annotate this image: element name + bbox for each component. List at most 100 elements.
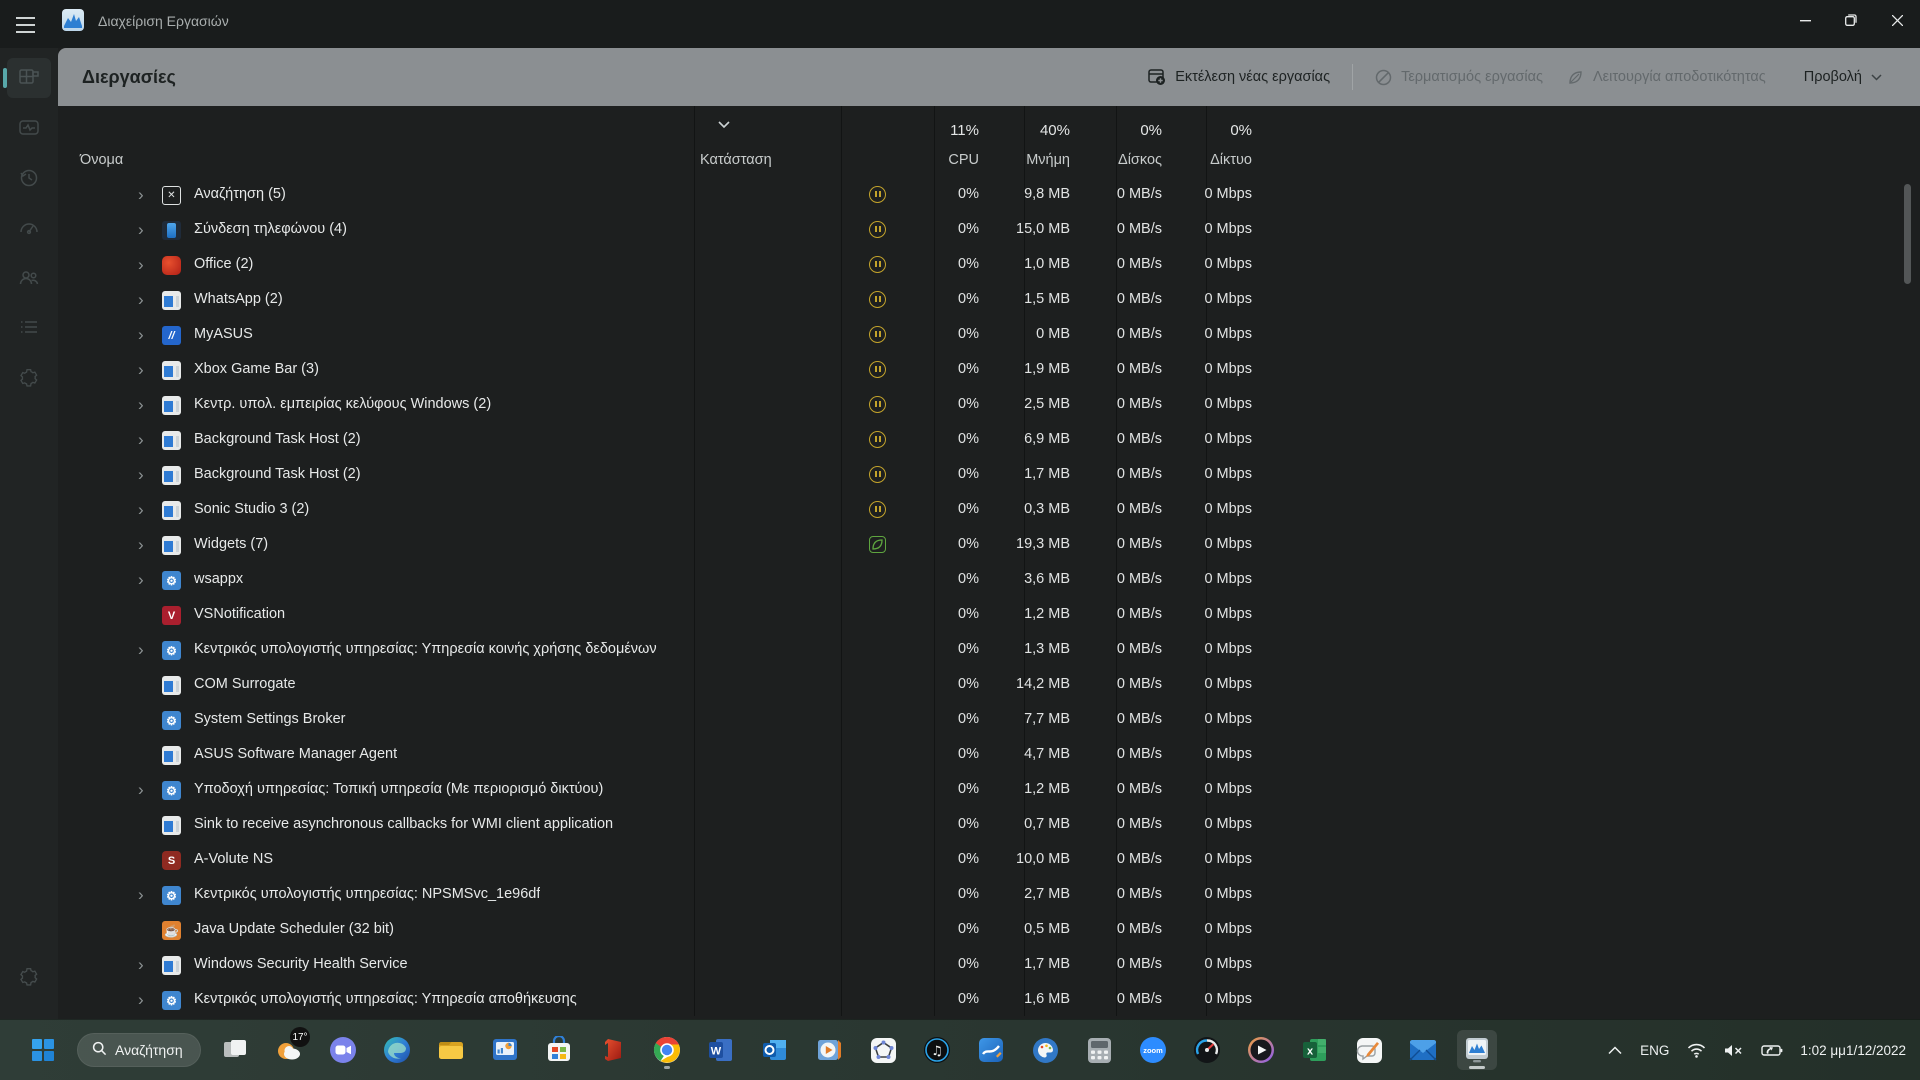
taskbar-icon-movies-tv[interactable] — [1241, 1030, 1281, 1070]
table-row[interactable]: › ⚙ Κεντρικός υπολογιστής υπηρεσίας: Υπη… — [58, 633, 1252, 668]
taskbar-icon-file-explorer[interactable] — [431, 1030, 471, 1070]
taskbar-icon-gauge-app[interactable] — [1187, 1030, 1227, 1070]
minimize-button[interactable] — [1782, 0, 1828, 40]
column-cpu[interactable]: CPU — [948, 152, 979, 168]
taskbar-icon-word[interactable]: W — [701, 1030, 741, 1070]
table-row[interactable]: › V VSNotification 0% 1,2 MB 0 MB/s 0 Mb… — [58, 598, 1252, 633]
sidebar-item-app-history[interactable] — [7, 158, 51, 198]
table-row[interactable]: › Background Task Host (2) 0% 6,9 MB 0 M… — [58, 423, 1252, 458]
volume-muted-icon[interactable] — [1717, 1032, 1750, 1068]
expand-chevron-icon[interactable]: › — [138, 395, 144, 414]
restore-button[interactable] — [1828, 0, 1874, 40]
taskbar-icon-chat[interactable] — [323, 1030, 363, 1070]
run-new-task-button[interactable]: Εκτέλεση νέας εργασίας — [1136, 60, 1342, 94]
memory-cell: 1,5 MB — [1024, 291, 1070, 307]
expand-chevron-icon[interactable]: › — [138, 500, 144, 519]
sidebar-item-services[interactable] — [7, 358, 51, 398]
column-network[interactable]: Δίκτυο — [1210, 152, 1252, 168]
column-name[interactable]: Όνομα — [80, 152, 124, 168]
wifi-icon[interactable] — [1680, 1032, 1713, 1068]
taskbar-icon-office[interactable] — [593, 1030, 633, 1070]
vertical-scrollbar[interactable] — [1903, 106, 1912, 1016]
sort-chevron-icon[interactable] — [694, 116, 754, 134]
sidebar-item-performance[interactable] — [7, 108, 51, 148]
column-memory[interactable]: Μνήμη — [1026, 152, 1070, 168]
sidebar-item-users[interactable] — [7, 258, 51, 298]
sidebar-item-processes[interactable] — [3, 58, 51, 98]
search-input[interactable]: Αναζήτηση — [77, 1033, 201, 1067]
column-status[interactable]: Κατάσταση — [700, 152, 772, 168]
expand-chevron-icon[interactable]: › — [138, 325, 144, 344]
taskbar-icon-media-player[interactable] — [809, 1030, 849, 1070]
expand-chevron-icon[interactable]: › — [138, 780, 144, 799]
table-row[interactable]: › ⚙ wsappx 0% 3,6 MB 0 MB/s 0 Mbps — [58, 563, 1252, 598]
start-button[interactable] — [23, 1030, 63, 1070]
expand-chevron-icon[interactable]: › — [138, 255, 144, 274]
expand-chevron-icon[interactable]: › — [138, 535, 144, 554]
taskbar-icon-whiteboard[interactable] — [971, 1030, 1011, 1070]
expand-chevron-icon[interactable]: › — [138, 465, 144, 484]
expand-chevron-icon[interactable]: › — [138, 185, 144, 204]
expand-chevron-icon[interactable]: › — [138, 290, 144, 309]
expand-chevron-icon[interactable]: › — [138, 360, 144, 379]
taskbar-icon-store[interactable] — [539, 1030, 579, 1070]
menu-button[interactable] — [16, 12, 56, 38]
table-row[interactable]: › ⚙ Κεντρικός υπολογιστής υπηρεσίας: Υπη… — [58, 983, 1252, 1018]
end-task-button[interactable]: Τερματισμός εργασίας — [1363, 61, 1555, 94]
taskbar-icon-geogebra[interactable] — [863, 1030, 903, 1070]
expand-chevron-icon[interactable]: › — [138, 955, 144, 974]
sidebar-item-settings[interactable] — [7, 957, 51, 997]
table-row[interactable]: › ☕ Java Update Scheduler (32 bit) 0% 0,… — [58, 913, 1252, 948]
taskbar-icon-task-manager[interactable] — [1457, 1030, 1497, 1070]
table-row[interactable]: › ⚙ Υποδοχή υπηρεσίας: Τοπική υπηρεσία (… — [58, 773, 1252, 808]
table-row[interactable]: › Xbox Game Bar (3) 0% 1,9 MB 0 MB/s 0 M… — [58, 353, 1252, 388]
table-row[interactable]: › Widgets (7) 0% 19,3 MB 0 MB/s 0 Mbps — [58, 528, 1252, 563]
taskbar-icon-journal[interactable] — [1349, 1030, 1389, 1070]
expand-chevron-icon[interactable]: › — [138, 220, 144, 239]
battery-icon[interactable] — [1754, 1032, 1790, 1068]
taskbar-icon-zoom[interactable]: zoom — [1133, 1030, 1173, 1070]
close-button[interactable] — [1874, 0, 1920, 40]
table-row[interactable]: › Background Task Host (2) 0% 1,7 MB 0 M… — [58, 458, 1252, 493]
taskbar-icon-paint[interactable] — [1025, 1030, 1065, 1070]
expand-chevron-icon[interactable]: › — [138, 990, 144, 1009]
taskbar-icon-edge[interactable] — [377, 1030, 417, 1070]
table-row[interactable]: › Windows Security Health Service 0% 1,7… — [58, 948, 1252, 983]
taskbar-icon-calculator[interactable] — [1079, 1030, 1119, 1070]
table-row[interactable]: › Sink to receive asynchronous callbacks… — [58, 808, 1252, 843]
taskbar-icon-excel[interactable]: x — [1295, 1030, 1335, 1070]
table-row[interactable]: › ⚙ System Settings Broker 0% 7,7 MB 0 M… — [58, 703, 1252, 738]
sidebar-item-details[interactable] — [7, 308, 51, 348]
table-row[interactable]: › ✕ Αναζήτηση (5) 0% 9,8 MB 0 MB/s 0 Mbp… — [58, 178, 1252, 213]
table-row[interactable]: › Σύνδεση τηλεφώνου (4) 0% 15,0 MB 0 MB/… — [58, 213, 1252, 248]
column-disk[interactable]: Δίσκος — [1118, 152, 1162, 168]
table-row[interactable]: › S A-Volute NS 0% 10,0 MB 0 MB/s 0 Mbps — [58, 843, 1252, 878]
taskbar-icon-audio-app[interactable]: ♫ — [917, 1030, 957, 1070]
sidebar-item-startup-apps[interactable] — [7, 208, 51, 248]
taskbar-icon-outlook[interactable] — [755, 1030, 795, 1070]
table-row[interactable]: › WhatsApp (2) 0% 1,5 MB 0 MB/s 0 Mbps — [58, 283, 1252, 318]
tray-chevron-up-icon[interactable] — [1601, 1032, 1629, 1068]
expand-chevron-icon[interactable]: › — [138, 430, 144, 449]
taskbar-icon-computer-mgmt[interactable] — [485, 1030, 525, 1070]
taskbar-icon-task-view[interactable] — [215, 1030, 255, 1070]
expand-chevron-icon[interactable]: › — [138, 640, 144, 659]
taskbar-icon-weather[interactable]: 17° — [269, 1027, 310, 1070]
efficiency-mode-button[interactable]: Λειτουργία αποδοτικότητας — [1555, 61, 1778, 94]
table-row[interactable]: › Sonic Studio 3 (2) 0% 0,3 MB 0 MB/s 0 … — [58, 493, 1252, 528]
expand-chevron-icon[interactable]: › — [138, 885, 144, 904]
table-row[interactable]: › // MyASUS 0% 0 MB 0 MB/s 0 Mbps — [58, 318, 1252, 353]
taskbar-icon-mail[interactable] — [1403, 1030, 1443, 1070]
clock[interactable]: 1:02 μμ 1/12/2022 — [1794, 1032, 1912, 1068]
taskbar-icon-chrome[interactable] — [647, 1030, 687, 1070]
table-row[interactable]: › ⚙ Κεντρικός υπολογιστής υπηρεσίας: NPS… — [58, 878, 1252, 913]
expand-chevron-icon[interactable]: › — [138, 570, 144, 589]
disk-cell: 0 MB/s — [1116, 746, 1162, 762]
table-row[interactable]: › COM Surrogate 0% 14,2 MB 0 MB/s 0 Mbps — [58, 668, 1252, 703]
language-indicator[interactable]: ENG — [1640, 1042, 1670, 1058]
view-button[interactable]: Προβολή — [1792, 61, 1894, 93]
table-row[interactable]: › Office (2) 0% 1,0 MB 0 MB/s 0 Mbps — [58, 248, 1252, 283]
table-row[interactable]: › ASUS Software Manager Agent 0% 4,7 MB … — [58, 738, 1252, 773]
scrollbar-thumb[interactable] — [1904, 184, 1911, 284]
table-row[interactable]: › Κεντρ. υπολ. εμπειρίας κελύφους Window… — [58, 388, 1252, 423]
